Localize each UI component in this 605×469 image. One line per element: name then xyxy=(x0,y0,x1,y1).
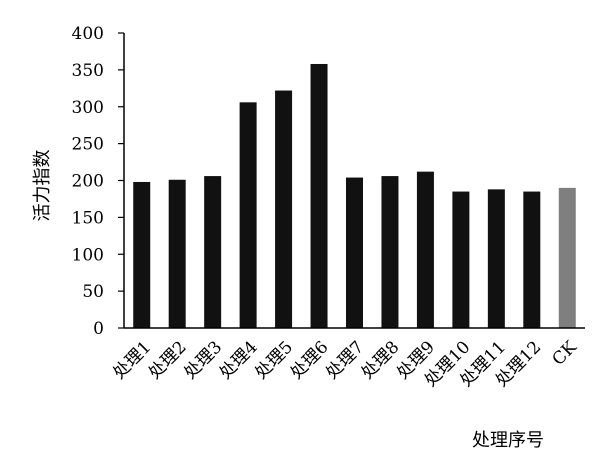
y-axis-title: 活力指数 xyxy=(32,150,53,222)
y-tick-label: 0 xyxy=(93,319,104,339)
x-tick-label: 处理7 xyxy=(322,337,368,383)
bars xyxy=(133,63,576,329)
y-tick-label: 100 xyxy=(72,245,104,265)
x-tick-label: 处理5 xyxy=(251,337,297,383)
y-tick-label: 200 xyxy=(72,172,104,192)
x-tick-label: 处理1 xyxy=(109,337,155,383)
y-tick-label: 300 xyxy=(72,98,104,118)
x-tick-label: 处理8 xyxy=(358,337,404,383)
x-tick-label: 处理4 xyxy=(216,337,262,383)
bar-0 xyxy=(133,181,151,328)
x-tick-label: CK xyxy=(548,337,581,370)
bar-3 xyxy=(239,102,257,328)
bar-10 xyxy=(487,189,505,328)
bar-5 xyxy=(310,63,328,328)
y-ticks: 0 50 100 150 200 250 300 350 400 xyxy=(72,24,124,339)
y-tick-label: 250 xyxy=(72,135,104,155)
y-tick-label: 50 xyxy=(82,282,104,302)
bar-12 xyxy=(558,187,576,328)
y-tick-label: 400 xyxy=(72,24,104,44)
x-tick-label: 处理2 xyxy=(145,337,191,383)
bar-7 xyxy=(381,176,399,328)
bar-4 xyxy=(275,90,293,329)
y-tick-label: 350 xyxy=(72,61,104,81)
bar-8 xyxy=(416,171,434,328)
x-tick-label: 处理3 xyxy=(180,337,226,383)
x-tick-label: 处理6 xyxy=(287,337,333,383)
y-tick-label: 150 xyxy=(72,208,104,228)
bar-1 xyxy=(168,179,186,328)
bar-6 xyxy=(346,177,363,328)
bar-2 xyxy=(204,176,222,328)
bar-9 xyxy=(452,191,470,328)
bar-11 xyxy=(523,191,541,328)
x-axis-title: 处理序号 xyxy=(472,430,544,451)
